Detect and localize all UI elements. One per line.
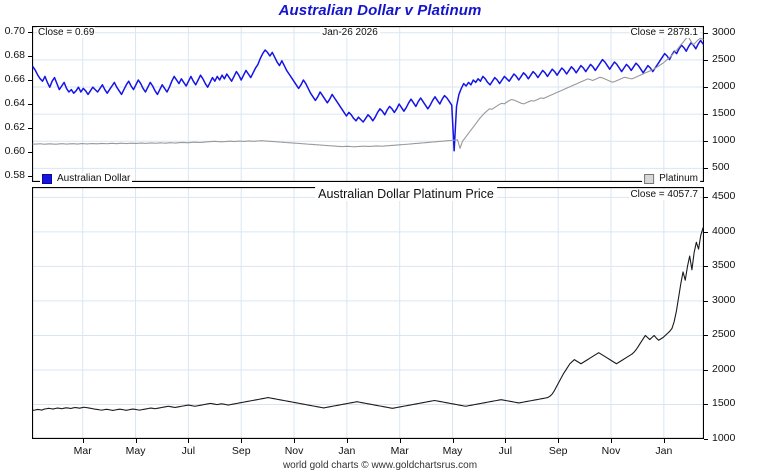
platinum-swatch-icon — [644, 173, 655, 184]
bottom-right-axis-tickmark — [704, 231, 708, 233]
bottom-right-axis-tickmark — [704, 439, 708, 440]
x-tickmark — [241, 439, 243, 443]
top-close-right-label: Close = 2878.1 — [629, 27, 699, 38]
bottom-right-axis-tickmark — [704, 404, 708, 406]
x-tickmark — [346, 439, 348, 443]
bottom-chart-plot — [32, 187, 704, 439]
bottom-right-axis-tick: 1000 — [712, 432, 736, 444]
top-chart-panel — [32, 26, 704, 182]
bottom-chart-panel — [32, 187, 704, 439]
aud-swatch-icon — [42, 173, 52, 184]
x-tickmark — [399, 439, 401, 443]
bottom-right-axis-tickmark — [704, 266, 708, 268]
x-tick-label: Nov — [601, 445, 621, 457]
x-tick-label: Mar — [73, 445, 92, 457]
top-right-axis-tick: 2500 — [712, 52, 736, 65]
top-left-axis-tickmark — [28, 152, 32, 153]
bottom-right-axis-tickmark — [704, 197, 708, 199]
x-tick-label: May — [125, 445, 146, 457]
top-right-axis-tick: 2000 — [712, 80, 736, 93]
legend-platinum-label: Platinum — [659, 173, 698, 184]
bottom-right-axis-tick: 4000 — [712, 224, 736, 237]
top-left-axis-tickmark — [28, 80, 32, 81]
date-stamp-label: Jan-26 2026 — [320, 27, 380, 38]
bottom-right-axis-tick: 4500 — [712, 190, 736, 203]
top-left-axis-tickmark — [28, 56, 32, 57]
x-tickmark — [663, 439, 665, 443]
top-left-axis-tick: 0.70 — [4, 25, 25, 37]
top-right-axis-tickmark — [704, 168, 708, 170]
x-tick-label: Mar — [390, 445, 409, 457]
x-tickmark — [452, 439, 454, 443]
page-title: Australian Dollar v Platinum — [278, 2, 482, 19]
top-right-axis-tickmark — [704, 59, 708, 61]
bottom-chart-subtitle: Australian Dollar Platinum Price — [315, 187, 497, 201]
bottom-right-axis-tickmark — [704, 335, 708, 337]
top-left-axis-tick: 0.68 — [4, 49, 25, 61]
bottom-right-axis-tickmark — [704, 300, 708, 302]
top-chart-plot — [32, 26, 704, 182]
top-left-axis-tickmark — [28, 104, 32, 105]
x-tickmark — [558, 439, 560, 443]
x-tickmark — [505, 439, 507, 443]
top-left-axis-tickmark — [28, 32, 32, 33]
bottom-right-axis-tick: 1500 — [712, 397, 736, 410]
top-left-axis-tick: 0.58 — [4, 169, 25, 181]
x-tick-label: Jul — [498, 445, 513, 457]
x-tick-label: May — [442, 445, 463, 457]
bottom-right-axis-tickmark — [704, 369, 708, 371]
legend-platinum: Platinum — [642, 173, 700, 184]
top-left-axis-tick: 0.62 — [4, 121, 25, 133]
bottom-right-axis-tick: 2500 — [712, 328, 736, 341]
bottom-close-right-label: Close = 4057.7 — [629, 189, 699, 200]
x-tick-label: Sep — [231, 445, 251, 457]
top-right-axis-tickmark — [704, 114, 708, 116]
bottom-right-axis-tick: 3500 — [712, 259, 736, 272]
bottom-right-axis-tick: 2000 — [712, 362, 736, 375]
top-right-axis-tick: 1000 — [712, 134, 736, 147]
top-left-axis-tickmark — [28, 176, 32, 177]
top-right-axis-tick: 3000 — [712, 25, 736, 38]
bottom-right-axis-tick: 3000 — [712, 293, 736, 306]
top-close-left-label: Close = 0.69 — [37, 27, 96, 38]
top-right-axis-tickmark — [704, 141, 708, 143]
x-tick-label: Sep — [548, 445, 568, 457]
top-right-axis-tickmark — [704, 32, 708, 34]
x-tick-label: Jan — [655, 445, 673, 457]
x-tick-label: Jul — [181, 445, 196, 457]
x-tick-label: Jan — [338, 445, 356, 457]
legend-aud-label: Australian Dollar — [57, 173, 131, 184]
legend-aud: Australian Dollar — [40, 173, 133, 184]
x-tickmark — [82, 439, 84, 443]
top-right-axis-tick: 500 — [712, 161, 730, 174]
x-tickmark — [294, 439, 296, 443]
x-tickmark — [611, 439, 613, 443]
x-tickmark — [188, 439, 190, 443]
top-left-axis-tick: 0.60 — [4, 145, 25, 157]
x-tick-label: Nov — [284, 445, 304, 457]
top-right-axis-tickmark — [704, 87, 708, 89]
top-left-axis-tickmark — [28, 128, 32, 129]
top-left-axis-tick: 0.66 — [4, 73, 25, 85]
top-left-axis-tick: 0.64 — [4, 97, 25, 109]
footer-credit: world gold charts © www.goldchartsrus.co… — [282, 460, 478, 471]
top-right-axis-tick: 1500 — [712, 107, 736, 120]
x-tickmark — [135, 439, 137, 443]
